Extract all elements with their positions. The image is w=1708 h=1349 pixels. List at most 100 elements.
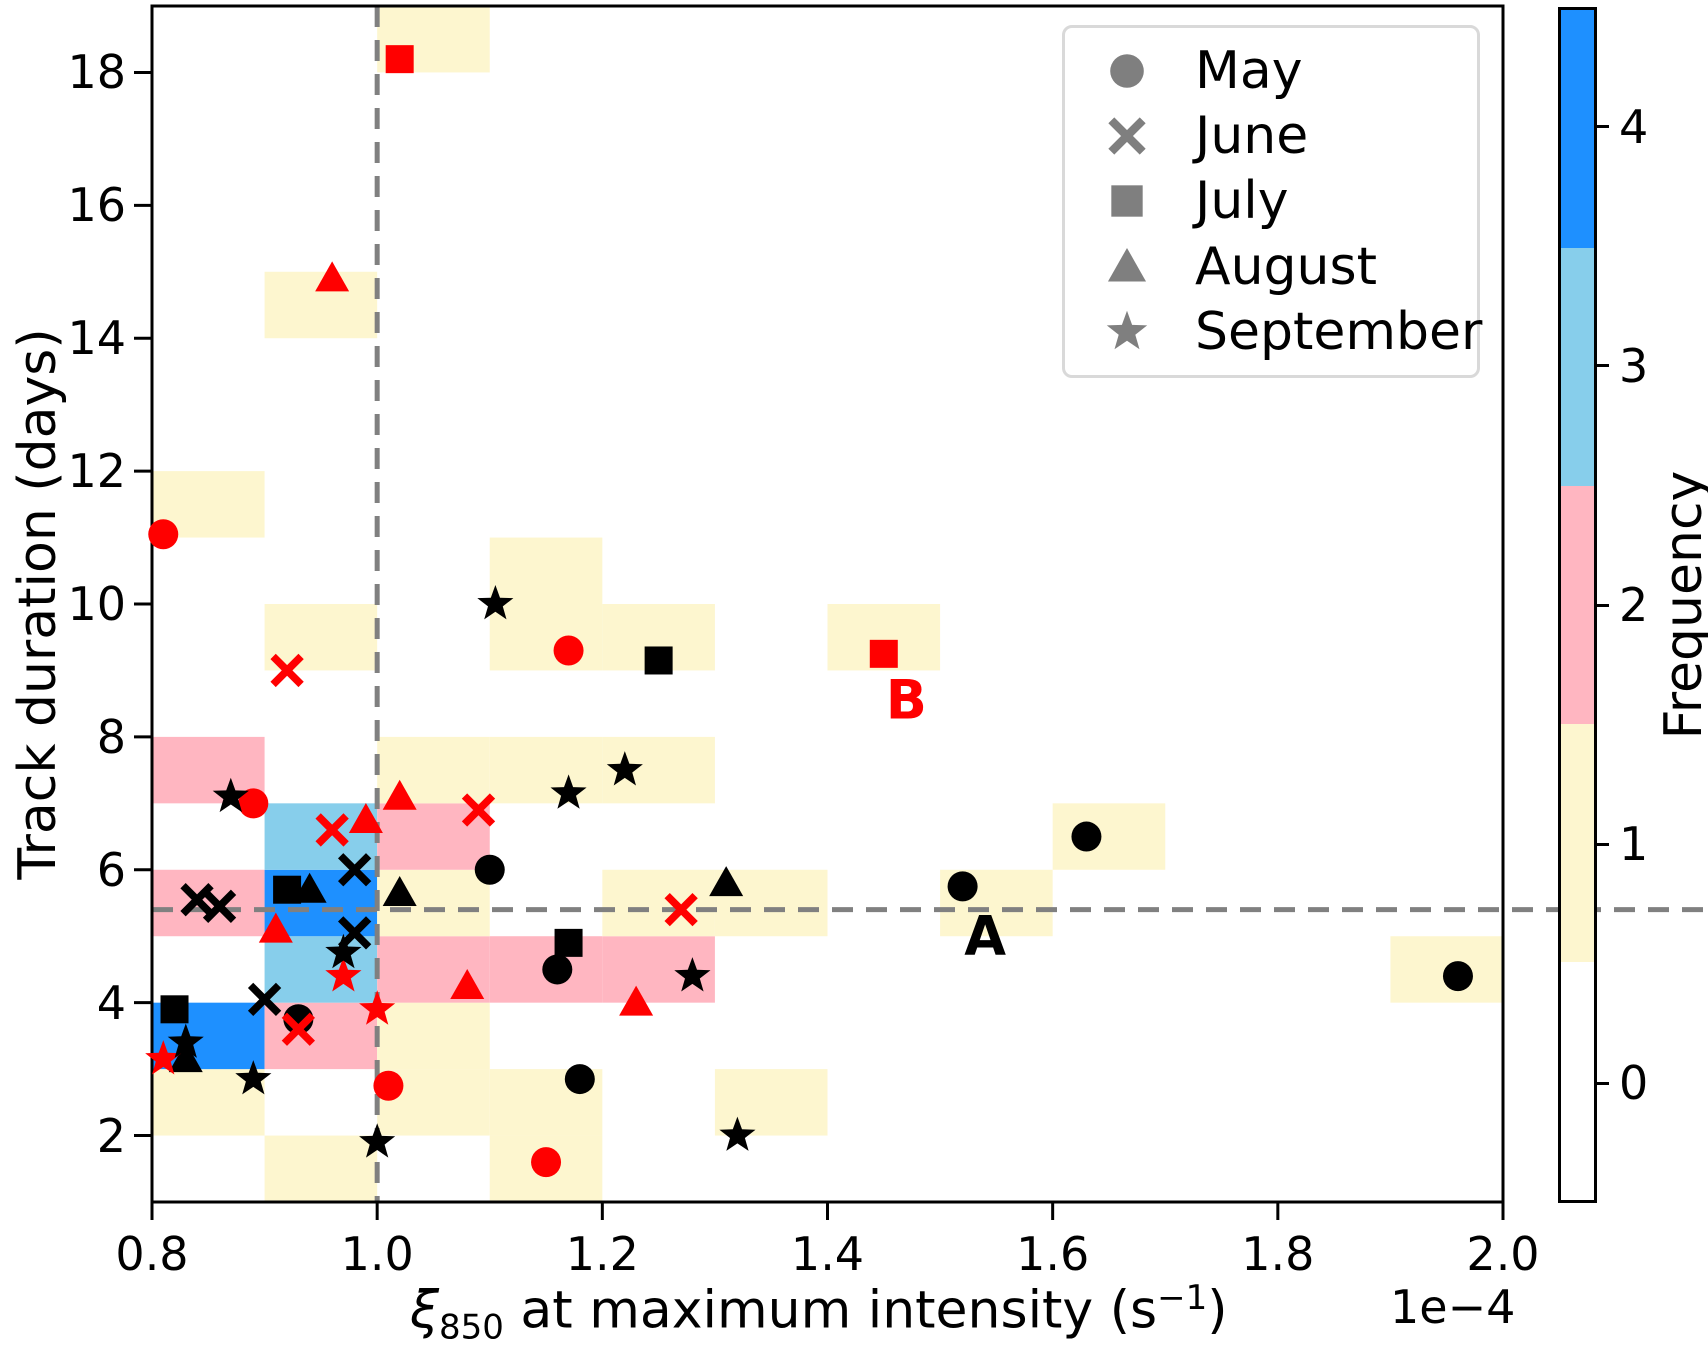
x-marker-icon <box>1108 117 1146 155</box>
x-tick-label: 2.0 <box>1466 1227 1540 1281</box>
scatter-point-x <box>664 892 698 927</box>
scatter-point-circle <box>947 871 978 902</box>
scatter-point-circle <box>564 1064 595 1095</box>
legend-item-may: May <box>1105 41 1477 101</box>
x-tick-label: 1.6 <box>1016 1227 1090 1281</box>
colorbar-tick-mark <box>1597 125 1609 129</box>
circle-marker-icon <box>1110 53 1144 88</box>
colorbar-tick-mark <box>1597 603 1609 607</box>
scatter-point-triangle <box>348 802 383 833</box>
xi-subscript: 850 <box>439 1307 504 1348</box>
scatter-point-x <box>281 1012 316 1046</box>
colorbar-segment <box>1561 486 1594 724</box>
scatter-point-star <box>550 774 587 809</box>
scatter-point-star <box>719 1116 756 1151</box>
legend-label: September <box>1195 302 1483 363</box>
scatter-point-triangle <box>315 261 350 292</box>
scatter-point-square <box>1111 185 1143 218</box>
scatter-point-triangle <box>168 1042 203 1073</box>
scatter-point-star <box>606 751 643 786</box>
scatter-point-triangle <box>709 866 744 897</box>
scatter-point-star <box>477 585 514 620</box>
legend-label: May <box>1195 40 1303 101</box>
colorbar-tick-label: 1 <box>1619 817 1649 872</box>
heatmap-cell <box>489 604 603 671</box>
scatter-point-star <box>674 957 711 992</box>
exponent: −1 <box>1157 1278 1208 1318</box>
scatter-point-star <box>359 1123 396 1158</box>
y-tick-label: 16 <box>67 178 126 233</box>
y-tick-label: 10 <box>67 577 126 631</box>
scatter-point-triangle <box>1107 247 1147 282</box>
scatter-point-star <box>325 933 362 969</box>
square-marker-icon <box>1111 185 1143 218</box>
scatter-point-circle <box>1071 821 1102 852</box>
y-tick-label: 8 <box>96 709 126 764</box>
x-tick-label: 0.8 <box>115 1227 189 1281</box>
scatter-point-square <box>554 928 583 957</box>
x-tick-label: 1.8 <box>1241 1227 1315 1281</box>
x-axis-label-text: at maximum intensity (s <box>503 1280 1158 1341</box>
heatmap-cell <box>264 604 378 671</box>
scatter-point-x <box>315 813 349 847</box>
colorbar-label: Frequency <box>1654 470 1708 740</box>
heatmap-cell <box>264 936 378 1003</box>
scatter-point-star <box>212 777 249 813</box>
legend-label: June <box>1195 106 1309 167</box>
scatter-point-star <box>145 1040 182 1075</box>
x-axis-label-close: ) <box>1207 1280 1228 1341</box>
y-tick-label: 4 <box>96 975 126 1030</box>
annotation-A: A <box>964 904 1007 968</box>
colorbar-tick-mark <box>1597 1081 1609 1085</box>
scatter-point-x <box>461 793 496 827</box>
colorbar <box>1558 7 1597 1203</box>
x-axis-offset-label: 1e−4 <box>1390 1280 1516 1334</box>
colorbar-segment <box>1561 724 1594 962</box>
scatter-point-circle <box>474 854 505 885</box>
legend-label: July <box>1195 171 1289 232</box>
y-tick-label: 12 <box>67 444 126 499</box>
y-tick-label: 18 <box>67 45 126 100</box>
scatter-point-x <box>180 883 214 917</box>
scatter-point-circle <box>373 1070 404 1101</box>
y-tick-label: 6 <box>96 842 126 897</box>
x-tick-label: 1.0 <box>340 1227 414 1281</box>
x-tick-label: 1.2 <box>565 1227 639 1281</box>
triangle-marker-icon <box>1107 247 1147 282</box>
colorbar-tick-label: 0 <box>1619 1056 1649 1111</box>
scatter-point-x <box>1108 117 1146 155</box>
heatmap-cell <box>489 537 603 604</box>
heatmap-cell <box>377 1002 490 1070</box>
scatter-point-square <box>385 45 414 74</box>
scatter-point-circle <box>553 635 584 666</box>
colorbar-segment <box>1561 962 1594 1200</box>
scatter-point-square <box>644 646 673 675</box>
heatmap-cell <box>602 936 715 1003</box>
xi-symbol: ξ <box>410 1280 439 1341</box>
x-axis-label: ξ850 at maximum intensity (s−1) <box>410 1278 1228 1348</box>
heatmap-cell <box>1052 803 1166 870</box>
y-tick-label: 2 <box>96 1108 126 1163</box>
scatter-point-star <box>359 990 396 1025</box>
scatter-point-star <box>235 1060 272 1095</box>
scatter-point-x <box>202 889 237 923</box>
heatmap-cell <box>264 1135 378 1202</box>
heatmap-cell <box>602 869 715 937</box>
heatmap-cell <box>152 869 265 937</box>
scatter-point-circle <box>238 788 269 819</box>
scatter-point-triangle <box>382 779 417 810</box>
colorbar-tick-label: 3 <box>1619 338 1649 393</box>
scatter-point-triangle <box>382 876 417 907</box>
scatter-point-circle <box>542 954 573 985</box>
annotation-B: B <box>885 668 927 732</box>
scatter-point-square <box>160 995 189 1024</box>
star-marker-icon <box>1106 310 1148 350</box>
colorbar-tick-label: 2 <box>1619 578 1649 632</box>
legend-item-july: July <box>1105 171 1477 231</box>
legend-item-september: September <box>1105 302 1482 362</box>
colorbar-tick-mark <box>1597 842 1609 846</box>
scatter-point-x <box>270 653 304 688</box>
colorbar-segment <box>1561 10 1594 248</box>
